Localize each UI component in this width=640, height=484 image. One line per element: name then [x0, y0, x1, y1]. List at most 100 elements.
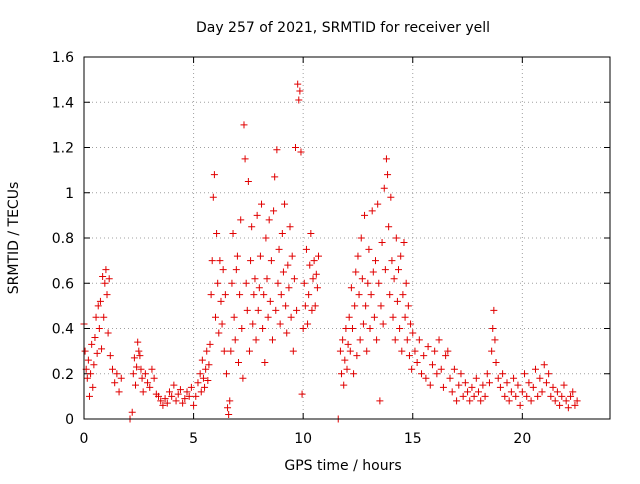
data-point — [512, 392, 520, 400]
data-point — [549, 383, 557, 391]
data-point — [255, 284, 263, 292]
data-point — [117, 374, 125, 382]
data-point — [144, 379, 152, 387]
data-point — [415, 336, 423, 344]
data-point — [531, 365, 539, 373]
data-point — [91, 334, 99, 342]
data-point — [283, 329, 291, 337]
data-point — [341, 356, 349, 364]
data-point — [516, 401, 524, 409]
data-point — [411, 347, 419, 355]
data-point — [386, 291, 394, 299]
data-point — [307, 229, 315, 237]
data-point — [363, 347, 371, 355]
data-point — [94, 302, 102, 310]
data-point — [408, 365, 416, 373]
data-point — [103, 291, 111, 299]
data-point — [459, 392, 467, 400]
data-point — [219, 266, 227, 274]
data-point — [376, 397, 384, 405]
data-point — [275, 245, 283, 253]
data-point — [244, 177, 252, 185]
data-point — [547, 392, 555, 400]
data-point — [407, 320, 415, 328]
data-point — [521, 370, 529, 378]
data-point — [393, 297, 401, 305]
data-point — [101, 279, 109, 287]
y-tick-label: 1.2 — [52, 141, 74, 157]
data-point — [266, 297, 274, 305]
data-point — [491, 336, 499, 344]
data-point — [100, 313, 108, 321]
data-point — [374, 200, 382, 208]
data-point — [353, 352, 361, 360]
data-point — [340, 381, 348, 389]
data-point — [260, 291, 268, 299]
x-tick-label: 10 — [294, 431, 312, 447]
data-point — [221, 291, 229, 299]
data-point — [215, 329, 223, 337]
data-point — [379, 320, 387, 328]
data-point — [196, 370, 204, 378]
data-point — [560, 381, 568, 389]
data-point — [128, 408, 136, 416]
data-point — [525, 379, 533, 387]
data-point — [261, 358, 269, 366]
data-point — [95, 325, 103, 332]
data-point — [345, 313, 353, 321]
data-point — [256, 252, 264, 260]
data-point — [395, 266, 403, 274]
data-point — [213, 229, 221, 237]
data-point — [113, 370, 121, 378]
data-point — [369, 268, 377, 276]
plot-frame — [83, 56, 611, 420]
data-point — [312, 270, 320, 278]
data-point — [365, 245, 373, 253]
data-point — [306, 261, 314, 269]
data-point — [132, 381, 140, 389]
data-point — [259, 325, 267, 332]
data-point — [387, 193, 395, 201]
x-axis-label: GPS time / hours — [284, 458, 401, 474]
data-point — [453, 397, 461, 405]
data-point — [344, 340, 352, 348]
data-point — [148, 365, 156, 373]
data-point — [242, 279, 250, 287]
data-point — [350, 370, 358, 378]
data-point — [439, 383, 447, 391]
data-point — [358, 275, 366, 283]
data-point — [488, 347, 496, 355]
data-point — [351, 302, 359, 310]
data-point — [104, 329, 112, 337]
data-point — [146, 383, 154, 391]
data-point — [270, 207, 278, 215]
data-point — [212, 313, 219, 321]
data-point — [428, 361, 436, 369]
data-point — [220, 347, 228, 355]
data-point — [501, 392, 509, 400]
data-point — [401, 313, 409, 321]
data-point — [115, 388, 123, 396]
data-point — [479, 381, 487, 389]
data-point — [424, 343, 432, 351]
data-point — [285, 284, 293, 292]
data-point — [564, 404, 572, 412]
data-point — [364, 279, 372, 287]
data-point — [444, 347, 452, 355]
data-point — [426, 381, 434, 389]
data-point — [179, 399, 187, 407]
data-point — [161, 395, 169, 403]
data-point — [338, 370, 346, 378]
data-point — [466, 397, 474, 405]
data-point — [250, 291, 258, 299]
data-point — [391, 336, 399, 344]
data-point — [489, 325, 497, 332]
data-point — [400, 239, 408, 247]
data-point — [298, 390, 306, 398]
data-point — [494, 374, 502, 382]
data-point — [567, 392, 575, 400]
data-point — [556, 401, 564, 409]
data-point — [299, 325, 307, 332]
data-point — [287, 313, 295, 321]
